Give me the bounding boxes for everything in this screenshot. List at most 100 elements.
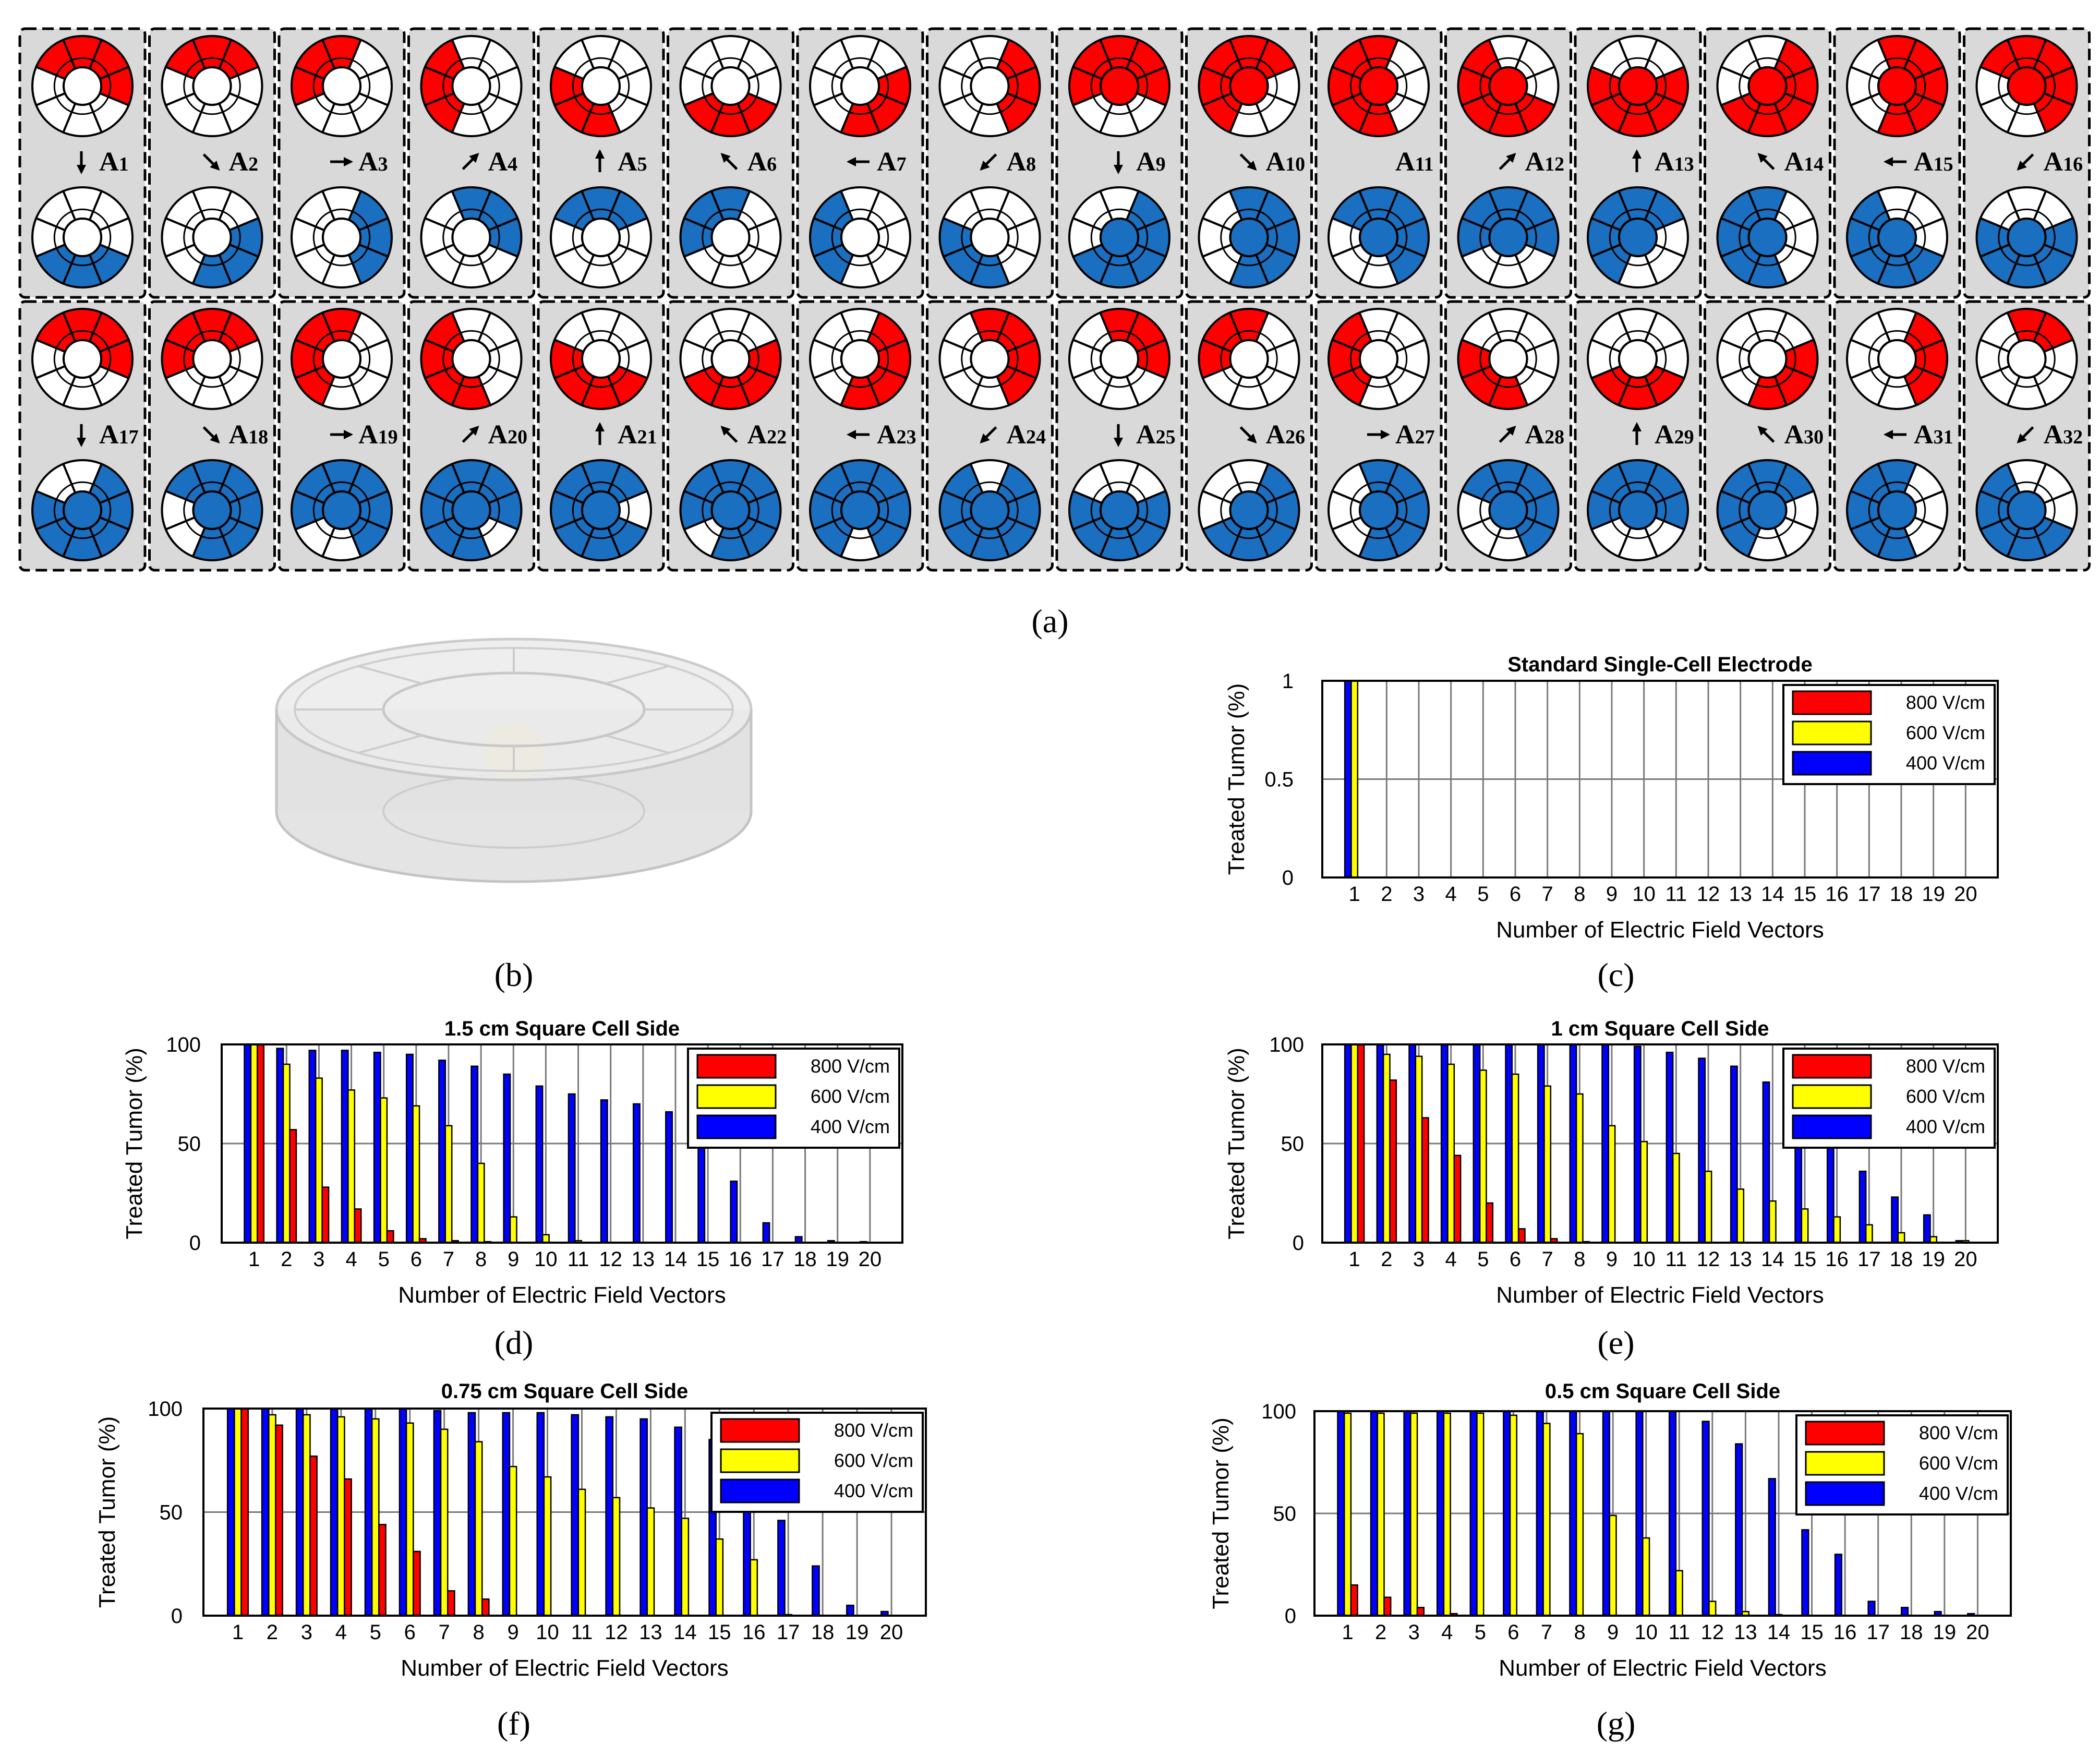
electrode-top-red [550,35,652,137]
x-tick-label: 10 [1634,1621,1658,1644]
activation-label: A14 [1784,147,1824,177]
activation-label: A29 [1655,420,1694,450]
field-arrow-icon [847,157,870,166]
electrode-center [1359,490,1398,530]
electrode-center [1747,218,1788,257]
field-arrow-icon [462,153,479,170]
electrode-bottom-blue [420,186,523,288]
bar-red [1389,1079,1397,1244]
activation-cell: A16 [1963,27,2091,299]
activation-cell: A12 [1444,27,1572,299]
field-arrow-icon [1239,153,1257,171]
activation-cell: A17 [18,300,147,572]
x-tick-label: 20 [880,1621,903,1644]
electrode-center [1488,490,1528,530]
legend-label: 600 V/cm [1919,1452,1998,1474]
bar-red [1350,1584,1358,1617]
x-tick-label: 9 [508,1248,519,1271]
bar-blue [812,1565,820,1617]
activation-cell: A15 [1833,27,1961,299]
x-tick-label: 6 [1510,883,1521,906]
bar-blue [1503,1410,1511,1617]
x-tick-label: 16 [742,1621,766,1644]
x-tick-label: 17 [777,1621,800,1644]
x-tick-label: 11 [571,1621,593,1644]
x-tick-label: 20 [1954,883,1977,906]
legend-label: 400 V/cm [811,1116,890,1137]
activation-cell: A7 [796,27,924,299]
x-tick-label: 1 [248,1248,260,1271]
bar-blue [1569,1410,1577,1617]
x-tick-label: 14 [673,1621,697,1644]
activation-label: A20 [488,420,528,450]
bar-blue [571,1414,580,1617]
x-tick-label: 13 [1729,1248,1752,1271]
chart-title: 0.5 cm Square Cell Side [1545,1380,1780,1403]
bar-yellow [1543,1085,1552,1244]
electrode-bottom-blue [1327,459,1430,561]
field-arrow-icon [1632,149,1642,172]
bar-yellow [509,1216,517,1244]
x-axis-label: Number of Electric Field Vectors [1496,1282,1824,1308]
x-tick-label: 1 [1349,883,1360,906]
x-tick-label: 8 [475,1248,487,1271]
electrode-center [1488,66,1528,106]
activation-label: A4 [488,147,518,177]
bar-blue [1344,680,1352,879]
electrode-center [1747,490,1788,530]
electrode-center [710,339,751,379]
y-tick-label: 0 [1282,867,1294,889]
electrode-center [192,218,232,257]
electrode-center [840,339,880,379]
chart-title: 1 cm Square Cell Side [1551,1017,1769,1040]
electrode-top-red [420,308,523,410]
x-tick-label: 7 [1541,1621,1552,1644]
bar-blue [1834,1554,1843,1617]
bar-blue [730,1180,738,1244]
x-tick-label: 11 [1669,1621,1691,1644]
x-axis-label: Number of Electric Field Vectors [401,1655,728,1681]
bar-red [344,1478,352,1617]
electrode-center [1618,490,1658,530]
activation-cell: A22 [667,300,794,572]
bar-blue [341,1050,349,1244]
activation-label: A31 [1914,420,1953,450]
bar-yellow [750,1559,758,1617]
activation-label: A23 [877,420,916,450]
bar-blue [1826,1137,1835,1244]
bar-yellow [405,1422,414,1617]
bar-yellow [681,1518,690,1617]
legend-label: 400 V/cm [1906,1116,1985,1137]
legend-swatch-red [720,1418,800,1443]
field-arrow-icon [1499,153,1516,170]
bar-blue [364,1408,373,1617]
electrode-center [581,490,621,530]
activation-cell: A31 [1833,300,1961,572]
bar-blue [226,1408,235,1617]
electrode-center [2007,218,2047,257]
activation-cell: A23 [796,300,924,572]
bar-red [481,1598,490,1617]
x-tick-label: 19 [826,1248,849,1271]
field-arrow-icon [330,430,353,439]
bar-blue [295,1408,304,1617]
x-axis-label: Number of Electric Field Vectors [398,1282,726,1308]
x-tick-label: 4 [335,1621,347,1644]
activation-label: A13 [1655,147,1694,177]
bar-blue [1762,1081,1770,1244]
electrode-center [970,218,1010,257]
bar-red [1383,1596,1392,1617]
x-axis-label: Number of Electric Field Vectors [1499,1655,1826,1681]
electrode-top-red [550,308,652,410]
bar-blue [1537,1043,1545,1244]
x-tick-label: 5 [1477,1248,1489,1271]
x-tick-label: 7 [443,1248,454,1271]
field-arrow-icon [720,426,738,443]
electrode-top-red [1068,35,1170,137]
legend-label: 800 V/cm [1919,1422,1998,1444]
field-arrow-icon [595,149,605,172]
bar-blue [1436,1410,1445,1617]
electrode-center [322,66,361,106]
electrode-center [1100,66,1139,106]
bar-yellow [1575,1433,1584,1617]
